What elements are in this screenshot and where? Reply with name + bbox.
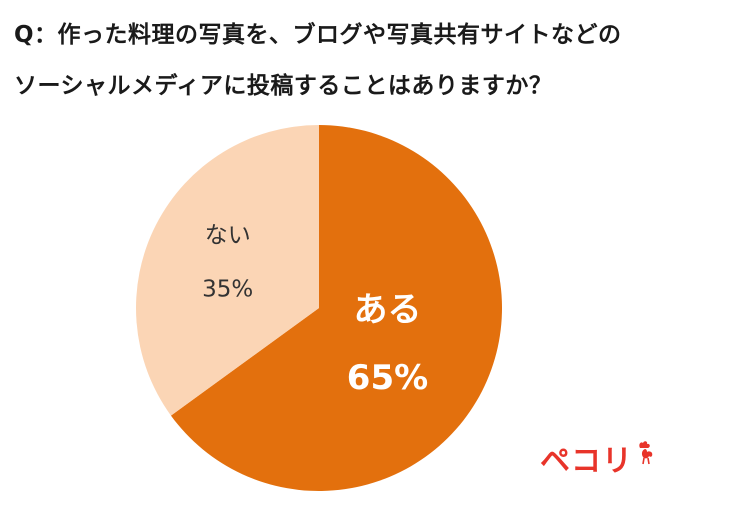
slice-label-2: ない bbox=[205, 223, 251, 249]
question-line-2: ソーシャルメディアに投稿することはありますか？ bbox=[14, 73, 553, 99]
pie-slice-1 bbox=[170, 125, 503, 492]
slice-value-1: 65% bbox=[347, 358, 428, 398]
slice-label-1: ある bbox=[353, 290, 421, 330]
chicken-icon bbox=[639, 441, 653, 465]
slice-value-2: 35% bbox=[202, 277, 253, 303]
question-line-1: Q：作った料理の写真を、ブログや写真共有サイトなどの bbox=[14, 22, 622, 48]
pie-slice-2 bbox=[136, 125, 319, 416]
pecori-logo: ペコリ bbox=[540, 441, 657, 480]
question-title: Q：作った料理の写真を、ブログや写真共有サイトなどの ソーシャルメディアに投稿す… bbox=[14, 10, 730, 112]
logo-text: ペコリ bbox=[540, 444, 633, 479]
